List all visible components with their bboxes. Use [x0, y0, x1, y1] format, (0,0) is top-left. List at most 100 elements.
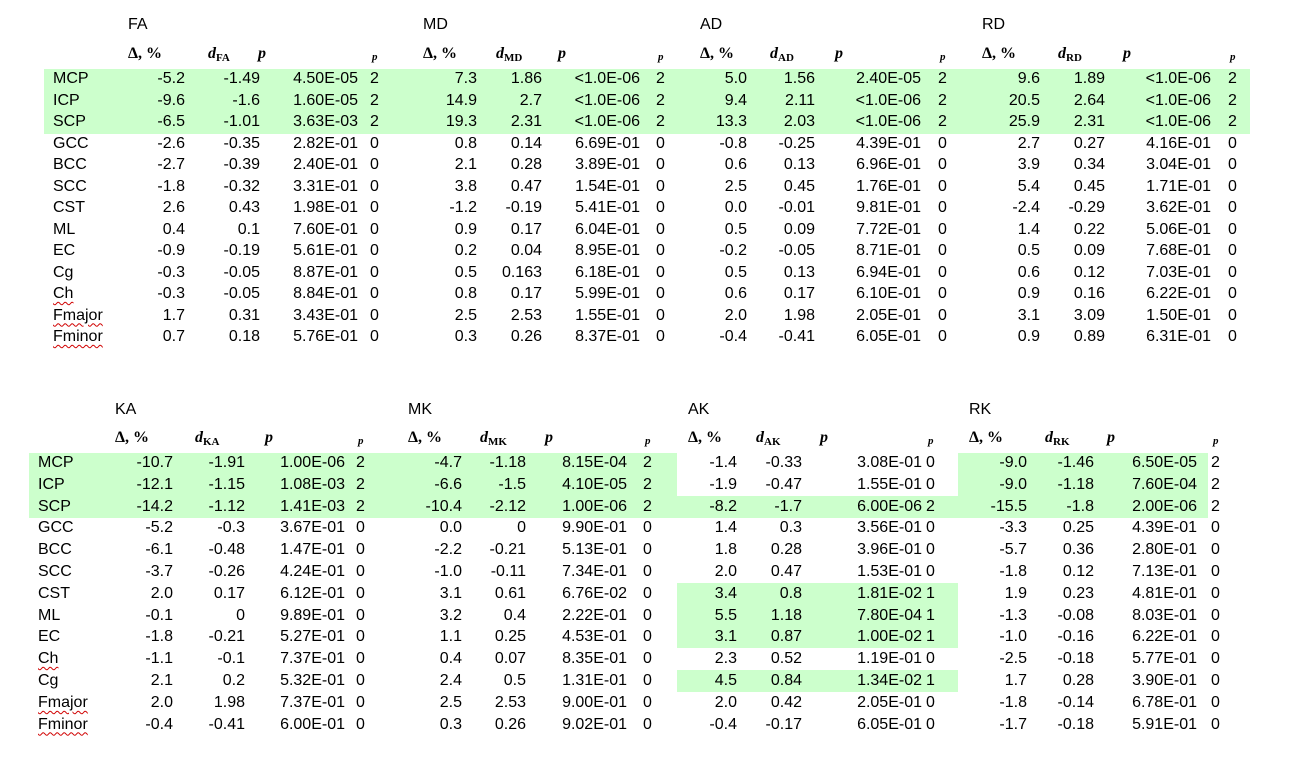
cell-significance: 0	[356, 650, 365, 668]
cell-significance: 0	[926, 454, 935, 471]
cell-delta: 2.1	[150, 672, 173, 689]
col-header-p: p	[835, 45, 843, 62]
cell-delta: 3.4	[714, 584, 737, 602]
cell-delta: -1.1	[145, 650, 173, 668]
cell-effect-size: -1.01	[223, 113, 260, 130]
cell-p-value: 1.31E-01	[562, 672, 627, 689]
effect-symbol: d	[195, 429, 203, 446]
cell-significance: 2	[643, 454, 652, 471]
cell-significance: 0	[370, 156, 379, 173]
cell-significance: 0	[356, 628, 365, 646]
cell-p-value: 3.08E-01	[857, 454, 922, 471]
cell-significance: 0	[643, 650, 652, 668]
cell-p-value: 5.76E-01	[293, 328, 358, 345]
row-label: ICP	[38, 475, 65, 493]
cell-p-value: 9.81E-01	[856, 199, 921, 216]
cell-effect-size: -1.6	[232, 91, 260, 109]
cell-significance: 0	[1211, 563, 1220, 580]
cell-p-value: 1.00E-06	[562, 497, 627, 515]
row-label: Fminor	[38, 715, 88, 733]
cell-p-value: 3.31E-01	[293, 177, 358, 195]
cell-effect-size: -0.48	[208, 541, 245, 559]
cell-delta: -4.7	[434, 454, 462, 471]
cell-significance: 0	[656, 242, 665, 259]
cell-delta: -0.1	[145, 606, 173, 624]
cell-significance: 0	[656, 220, 665, 238]
cell-significance: 2	[356, 475, 365, 493]
cell-effect-size: -1.5	[498, 475, 526, 493]
cell-significance: 0	[643, 563, 652, 580]
cell-p-value: 9.90E-01	[562, 519, 627, 537]
cell-delta: 0.6	[724, 285, 747, 302]
cell-significance: 0	[926, 541, 935, 559]
cell-p-value: 3.63E-03	[293, 113, 358, 130]
cell-delta: 1.7	[1004, 672, 1027, 689]
col-header-p: p	[820, 429, 828, 446]
cell-effect-size: -0.39	[223, 156, 260, 173]
cell-delta: 2.7	[1017, 134, 1040, 152]
cell-delta: -1.4	[709, 454, 737, 471]
cell-delta: 0.3	[454, 328, 477, 345]
cell-p-value: 6.96E-01	[856, 156, 921, 173]
cell-p-value: 1.53E-01	[857, 563, 922, 580]
cell-p-value: 6.05E-01	[856, 328, 921, 345]
cell-significance: 0	[356, 541, 365, 559]
cell-effect-size: 0.25	[1062, 519, 1094, 537]
cell-p-value: 7.03E-01	[1146, 263, 1211, 281]
cell-delta: 3.9	[1017, 156, 1040, 173]
cell-delta: 2.5	[724, 177, 747, 195]
cell-effect-size: 0.12	[1062, 563, 1094, 580]
col-header-p: p	[265, 429, 273, 446]
cell-significance: 2	[938, 70, 947, 87]
cell-delta: 13.3	[715, 113, 747, 130]
cell-delta: -1.8	[999, 693, 1027, 711]
cell-p-value: 1.81E-02	[857, 584, 922, 602]
cell-significance: 1	[926, 628, 935, 646]
cell-p-value: 1.34E-02	[857, 672, 922, 689]
cell-effect-size: 0.45	[1073, 177, 1105, 195]
cell-p-value: 2.80E-01	[1132, 541, 1197, 559]
cell-p-value: 9.02E-01	[562, 715, 627, 733]
metric-title: RD	[982, 16, 1006, 33]
cell-p-value: <1.0E-06	[1145, 91, 1211, 109]
cell-significance: 0	[356, 715, 365, 733]
cell-delta: -9.6	[157, 91, 185, 109]
cell-delta: -10.4	[425, 497, 462, 515]
row-label: Cg	[38, 672, 59, 689]
cell-significance: 2	[370, 91, 379, 109]
cell-significance: 0	[926, 693, 935, 711]
cell-p-value: 8.71E-01	[856, 242, 921, 259]
cell-delta: 7.3	[454, 70, 477, 87]
cell-p-value: 2.00E-06	[1132, 497, 1197, 515]
cell-p-value: 5.77E-01	[1132, 650, 1197, 668]
effect-subscript: AK	[764, 436, 781, 448]
cell-effect-size: 0.84	[770, 672, 802, 689]
cell-delta: 20.5	[1008, 91, 1040, 109]
cell-effect-size: -0.41	[208, 715, 245, 733]
row-label: ML	[38, 606, 61, 624]
cell-delta: 2.6	[162, 199, 185, 216]
col-header-p: p	[1123, 45, 1131, 62]
effect-symbol: d	[770, 45, 778, 62]
cell-p-value: 5.91E-01	[1132, 715, 1197, 733]
cell-p-value: 8.37E-01	[575, 328, 640, 345]
cell-delta: 0.2	[454, 242, 477, 259]
cell-significance: 0	[356, 519, 365, 537]
cell-effect-size: 2.11	[785, 91, 815, 109]
cell-significance: 0	[926, 563, 935, 580]
cell-delta: -9.0	[999, 454, 1027, 471]
effect-symbol: d	[208, 45, 216, 62]
metric-title: KA	[115, 401, 137, 418]
effect-subscript: FA	[216, 52, 230, 64]
effect-subscript: MK	[488, 436, 507, 448]
cell-p-value: 6.10E-01	[856, 285, 921, 302]
cell-effect-size: 0.27	[1073, 134, 1105, 152]
cell-significance: 0	[938, 306, 947, 324]
effect-symbol: d	[1058, 45, 1066, 62]
cell-effect-size: 0.23	[1062, 584, 1094, 602]
cell-effect-size: -1.91	[208, 454, 245, 471]
cell-delta: -0.3	[157, 285, 185, 302]
cell-significance: 0	[938, 328, 947, 345]
cell-p-value: 6.12E-01	[280, 584, 345, 602]
col-header-delta: Δ, %	[128, 45, 163, 62]
